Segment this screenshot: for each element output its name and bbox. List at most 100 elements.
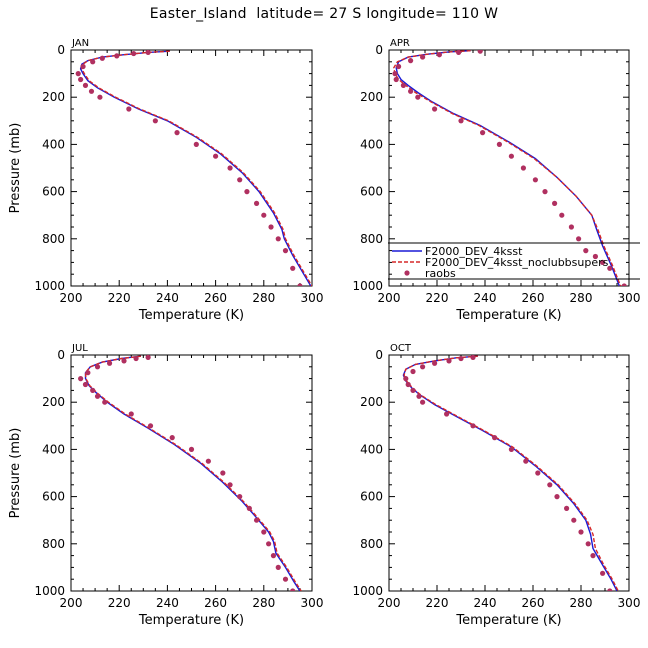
x-axis-label: Temperature (K) (455, 613, 561, 628)
raobs-point (253, 517, 260, 523)
raobs-point (169, 435, 175, 441)
raobs-point (477, 50, 483, 54)
raobs-point (400, 82, 406, 88)
y-tick-label: 1000 (352, 584, 383, 598)
x-tick-label: 200 (378, 596, 401, 610)
plot-frame (70, 49, 313, 287)
raobs-point (275, 564, 281, 571)
raobs-point (268, 224, 274, 230)
raobs-point (405, 381, 411, 388)
raobs-point (592, 253, 599, 260)
x-tick-label: 200 (378, 291, 401, 305)
raobs-point (253, 200, 260, 206)
legend-entry: F2000_DEV_4ksst_noclubbsupers (425, 256, 609, 269)
raobs-point (282, 576, 289, 582)
x-tick-label: 240 (474, 596, 497, 610)
legend: F2000_DEV_4ksstF2000_DEV_4ksst_noclubbsu… (388, 242, 640, 280)
raobs-point (396, 63, 402, 70)
raobs-point (392, 71, 398, 77)
legend-swatch-points (404, 270, 410, 276)
raobs-point (532, 177, 539, 183)
series-line-dashed (403, 355, 619, 591)
raobs-point (80, 63, 86, 70)
y-tick-label: 400 (42, 137, 65, 151)
y-tick-label: 1000 (34, 279, 65, 293)
x-tick-label: 220 (426, 291, 449, 305)
raobs-point (547, 482, 553, 488)
raobs-point (237, 494, 243, 500)
y-tick-label: 800 (42, 537, 65, 551)
raobs-point (121, 358, 127, 364)
raobs-point (446, 358, 452, 364)
x-tick-label: 260 (204, 291, 227, 305)
raobs-point (106, 360, 113, 366)
raobs-point (576, 236, 582, 242)
raobs-point (508, 446, 514, 452)
raobs-point (246, 505, 252, 511)
raobs-point (432, 106, 438, 112)
raobs-point (261, 529, 267, 535)
series-line-dashed (84, 355, 302, 591)
x-tick-label: 220 (426, 596, 449, 610)
raobs-point (266, 541, 272, 547)
raobs-point (408, 88, 414, 94)
raobs-point (145, 355, 151, 360)
raobs-point (458, 355, 464, 362)
raobs-point (393, 76, 399, 83)
panel-label: JAN (71, 38, 89, 49)
raobs-point (496, 141, 502, 147)
raobs-point (174, 130, 180, 136)
raobs-point (205, 458, 211, 464)
x-tick-label: 220 (108, 596, 131, 610)
raobs-point (600, 570, 606, 576)
x-tick-label: 240 (474, 291, 497, 305)
raobs-point (78, 76, 84, 83)
raobs-point (94, 393, 101, 399)
raobs-point (75, 71, 81, 77)
x-tick-label: 280 (570, 596, 593, 610)
raobs-point (564, 505, 570, 511)
raobs-point (607, 588, 613, 591)
x-tick-label: 260 (522, 596, 545, 610)
y-tick-label: 400 (42, 442, 65, 456)
raobs-point (131, 50, 137, 57)
y-tick-label: 600 (42, 185, 65, 199)
raobs-point (297, 283, 303, 286)
raobs-point (90, 387, 96, 393)
x-tick-label: 200 (60, 596, 83, 610)
raobs-point (82, 82, 89, 88)
series-line-solid (402, 355, 618, 591)
raobs-point (188, 446, 195, 452)
x-tick-label: 240 (156, 596, 179, 610)
raobs-point (152, 118, 158, 124)
x-tick-label: 280 (252, 596, 275, 610)
raobs-point (126, 106, 132, 112)
y-tick-label: 800 (360, 537, 383, 551)
series-line-solid (84, 355, 301, 591)
raobs-point (535, 470, 541, 476)
raobs-point (227, 482, 233, 488)
raobs-point (420, 364, 426, 370)
x-tick-label: 280 (570, 291, 593, 305)
raobs-point (193, 141, 199, 147)
raobs-point (90, 59, 96, 65)
x-axis-label: Temperature (K) (138, 613, 244, 628)
y-tick-label: 200 (42, 395, 65, 409)
raobs-point (82, 381, 89, 388)
series-line-solid (79, 50, 312, 286)
panel-apr: 200 220 240 260 280 300 0 200 400 600 800 1000 Tempe… (352, 38, 640, 323)
y-tick-label: 800 (42, 232, 65, 246)
y-tick-label: 200 (42, 90, 65, 104)
raobs-point (244, 189, 250, 195)
raobs-point (578, 529, 584, 535)
raobs-point (290, 265, 296, 271)
y-tick-label: 0 (375, 43, 383, 57)
raobs-point (585, 541, 591, 547)
y-tick-label: 200 (360, 395, 383, 409)
series-line-dashed (393, 50, 622, 286)
legend-entry: raobs (425, 267, 456, 280)
x-tick-label: 260 (522, 291, 545, 305)
raobs-point (554, 494, 560, 500)
raobs-point (436, 52, 442, 58)
y-tick-label: 200 (360, 90, 383, 104)
